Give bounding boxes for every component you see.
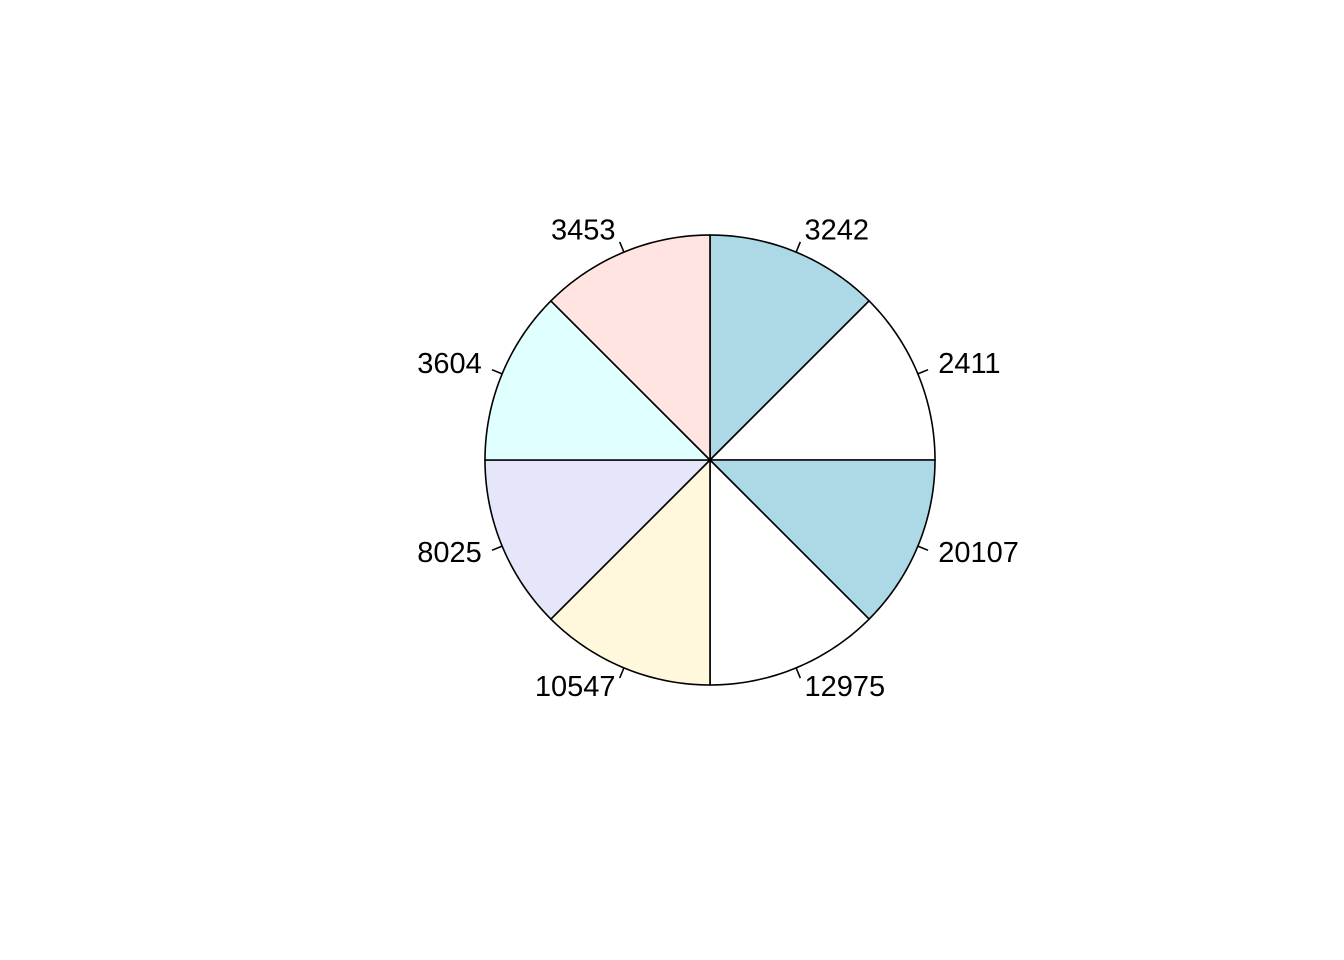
slice-label-tick: [795, 667, 802, 679]
label-ticks: [491, 241, 929, 679]
slice-label: 3604: [417, 348, 482, 380]
slice-label-tick: [618, 241, 625, 253]
pie-slices: [484, 234, 936, 686]
slice-label-tick: [917, 368, 929, 375]
slice-label: 12975: [805, 671, 886, 703]
slice-labels: 3242 2411 20107 12975 10547 8025 3604 3453: [417, 214, 1019, 702]
slice-label-tick: [618, 667, 625, 679]
slice-label-tick: [491, 545, 503, 552]
slice-label-tick: [491, 368, 503, 375]
slice-label: 3242: [805, 214, 870, 246]
slice-label: 20107: [938, 537, 1019, 569]
slice-label: 8025: [417, 537, 482, 569]
slice-label: 2411: [938, 348, 1000, 380]
slice-label-tick: [917, 545, 929, 552]
slice-label: 10547: [535, 671, 616, 703]
slice-label-tick: [795, 241, 802, 253]
slice-label: 3453: [551, 214, 616, 246]
